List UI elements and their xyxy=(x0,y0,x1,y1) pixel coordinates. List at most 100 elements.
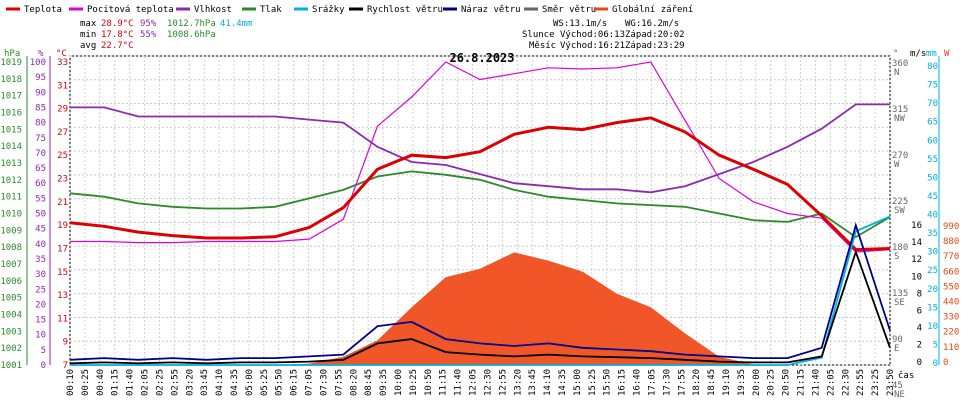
mm-tick: 70 xyxy=(927,99,938,109)
c-tick: 23 xyxy=(57,175,68,185)
mm-tick: 10 xyxy=(927,322,938,332)
pct-tick: 15 xyxy=(35,316,46,326)
stat-sun-set: Západ:20:02 xyxy=(625,30,685,40)
series-line xyxy=(70,103,890,194)
hpa-tick: 1013 xyxy=(0,159,22,169)
x-tick: 00:25 xyxy=(81,369,91,396)
c-tick: 13 xyxy=(57,291,68,301)
x-tick: 20:50 xyxy=(782,369,792,396)
dir-tick: 315 xyxy=(892,105,908,115)
mm-tick: 15 xyxy=(927,303,938,313)
stat-max-temp: 28.9°C xyxy=(101,19,134,29)
x-tick: 15:00 xyxy=(573,369,583,396)
x-tick: 10:25 xyxy=(409,369,419,396)
dir-tick: 90 xyxy=(892,335,903,345)
c-tick: 15 xyxy=(57,268,68,278)
pct-tick: 100 xyxy=(30,58,46,68)
mm-tick: 75 xyxy=(927,81,938,91)
stat-min-hum: 55% xyxy=(140,30,157,40)
x-tick: 14:35 xyxy=(558,369,568,396)
x-tick: 21:15 xyxy=(797,369,807,396)
x-tick: 12:30 xyxy=(483,369,493,396)
legend-label: Vlhkost xyxy=(194,5,232,15)
w-tick: 330 xyxy=(943,313,959,323)
x-tick: 22:55 xyxy=(856,369,866,396)
c-unit: °C xyxy=(56,49,67,59)
c-tick: 11 xyxy=(57,314,68,324)
pct-tick: 35 xyxy=(35,255,46,265)
x-tick: 01:40 xyxy=(126,369,136,396)
hpa-tick: 1017 xyxy=(0,92,22,102)
w-tick: 550 xyxy=(943,282,959,292)
pct-tick: 45 xyxy=(35,225,46,235)
stat-max-rain: 41.4mm xyxy=(220,19,253,29)
pct-tick: 75 xyxy=(35,134,46,144)
mm-tick: 0 xyxy=(933,359,938,369)
hpa-tick: 1012 xyxy=(0,176,22,186)
stat-max-hum: 95% xyxy=(140,19,157,29)
stat-max-press: 1012.7hPa xyxy=(167,19,216,29)
x-tick: 11:15 xyxy=(439,369,449,396)
hpa-tick: 1005 xyxy=(0,294,22,304)
stat-moon-label: Měsíc xyxy=(529,41,556,51)
stat-max-label: max xyxy=(80,19,97,29)
x-tick: 03:20 xyxy=(185,369,195,396)
pct-tick: 95 xyxy=(35,73,46,83)
pct-tick: 0 xyxy=(41,361,46,371)
pct-tick: 60 xyxy=(35,179,46,189)
dir-tick: 45 xyxy=(892,381,903,391)
x-tick: 13:20 xyxy=(513,369,523,396)
x-tick: 12:05 xyxy=(469,369,479,396)
legend-label: Pocitová teplota xyxy=(87,5,174,15)
w-tick: 990 xyxy=(943,222,959,232)
x-tick: 16:15 xyxy=(618,369,628,396)
dir-tick: 270 xyxy=(892,151,908,161)
x-tick: 14:10 xyxy=(543,369,553,396)
w-tick: 770 xyxy=(943,252,959,262)
legend-label: Srážky xyxy=(312,5,345,15)
pct-tick: 10 xyxy=(35,331,46,341)
x-tick: 21:40 xyxy=(811,369,821,396)
x-tick: 17:30 xyxy=(662,369,672,396)
ms-tick: 16 xyxy=(911,221,922,231)
x-tick: 11:40 xyxy=(454,369,464,396)
x-tick: 07:05 xyxy=(305,369,315,396)
stat-moon-rise: Východ:16:21 xyxy=(560,41,625,51)
hpa-tick: 1004 xyxy=(0,311,22,321)
stat-min-label: min xyxy=(80,30,96,40)
x-tick: 17:55 xyxy=(677,369,687,396)
c-tick: 21 xyxy=(57,198,68,208)
dir-tick: 135 xyxy=(892,289,908,299)
ms-tick: 12 xyxy=(911,255,922,265)
x-tick: 01:15 xyxy=(111,369,121,396)
x-tick: 22:30 xyxy=(841,369,851,396)
dir-tick-label: S xyxy=(894,252,899,262)
stat-avg-label: avg xyxy=(80,41,96,51)
dir-tick-label: E xyxy=(894,344,899,354)
mm-tick: 30 xyxy=(927,248,938,258)
pct-tick: 25 xyxy=(35,285,46,295)
mm-tick: 35 xyxy=(927,229,938,239)
pct-tick: 20 xyxy=(35,300,46,310)
mm-tick: 40 xyxy=(927,211,938,221)
x-tick: 05:50 xyxy=(275,369,285,396)
c-tick: 25 xyxy=(57,151,68,161)
pct-tick: 50 xyxy=(35,210,46,220)
stat-min-temp: 17.8°C xyxy=(101,30,134,40)
w-tick: 220 xyxy=(943,328,959,338)
mm-tick: 80 xyxy=(927,62,938,72)
c-tick: 27 xyxy=(57,128,68,138)
stat-sun-label: Slunce xyxy=(522,30,555,40)
hpa-tick: 1011 xyxy=(0,193,22,203)
hpa-tick: 1007 xyxy=(0,260,22,270)
w-unit: W xyxy=(944,49,950,59)
x-unit: čas xyxy=(898,370,914,381)
hpa-tick: 1003 xyxy=(0,327,22,337)
series-line xyxy=(69,222,891,361)
hpa-unit: hPa xyxy=(4,49,20,59)
x-tick: 02:05 xyxy=(141,369,151,396)
mm-unit: mm xyxy=(926,49,937,59)
x-tick: 20:00 xyxy=(752,369,762,396)
pct-tick: 90 xyxy=(35,88,46,98)
series-line xyxy=(69,170,891,239)
